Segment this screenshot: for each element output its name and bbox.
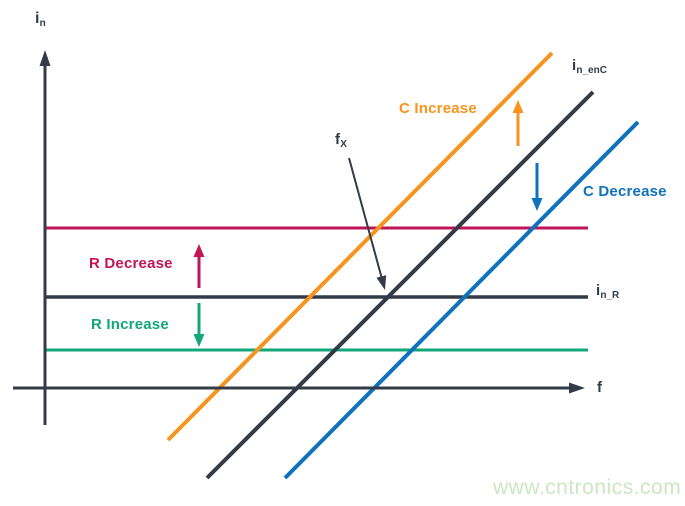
in-enc-slope-line — [205, 90, 595, 480]
r-increase-arrow-head — [193, 334, 205, 347]
fx-corner-frequency-label: fX — [335, 131, 347, 150]
r-increase-label: R Increase — [91, 316, 169, 333]
c-decrease-arrow-head — [531, 198, 543, 211]
c-increase-arrow-head — [512, 100, 524, 113]
in-r-line-label: in_R — [596, 282, 620, 301]
site-watermark: www.cntronics.com — [493, 476, 682, 499]
y-axis-label: in — [35, 10, 46, 29]
fx-pointer-arrow-shaft — [348, 157, 383, 279]
in-enc-line-label: in_enC — [572, 57, 607, 76]
x-axis-head — [569, 382, 585, 394]
x-axis-label: f — [597, 379, 603, 396]
fx-pointer-arrow-head — [376, 275, 387, 290]
y-axis-head — [39, 50, 51, 66]
c-increase-label: C Increase — [399, 100, 477, 117]
c-decrease-label: C Decrease — [583, 183, 667, 200]
c-decrease-slope-line — [283, 120, 640, 480]
c-increase-slope-line — [166, 51, 554, 442]
r-decrease-arrow-head — [193, 244, 205, 257]
r-decrease-label: R Decrease — [89, 255, 173, 272]
